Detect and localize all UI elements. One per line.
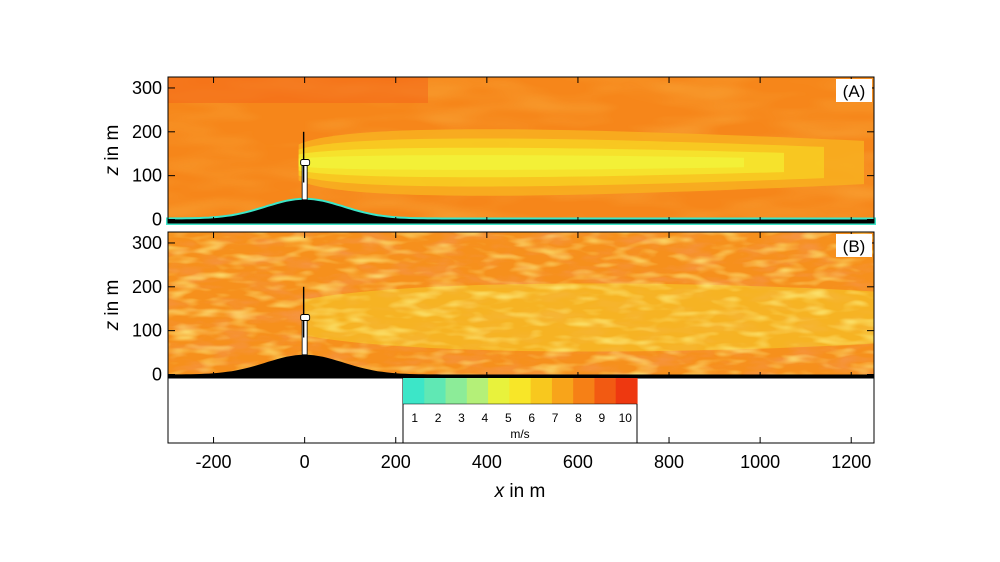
y-tick-label: 100 bbox=[132, 166, 162, 186]
colorbar-tick-label: 6 bbox=[528, 411, 535, 425]
field-texture-light bbox=[168, 232, 874, 378]
hill bbox=[168, 199, 874, 223]
y-axis-label-var: z bbox=[102, 165, 123, 176]
x-tick-label: 1000 bbox=[740, 452, 780, 472]
y-tick-label: 300 bbox=[132, 233, 162, 253]
x-tick-label: 0 bbox=[300, 452, 310, 472]
y-tick-label: 100 bbox=[132, 321, 162, 341]
colorbar: 1 2 3 4 5 6 7 8 9 10 m/s bbox=[402, 377, 638, 444]
colorbar-swatch bbox=[488, 378, 510, 404]
x-axis-label-var: x bbox=[494, 481, 506, 502]
y-tick-label: 300 bbox=[132, 78, 162, 98]
colorbar-tick-label: 4 bbox=[482, 411, 489, 425]
colorbar-swatch bbox=[615, 378, 638, 404]
upper-jet bbox=[168, 77, 428, 103]
colorbar-swatch bbox=[445, 378, 468, 404]
colorbar-tick-label: 2 bbox=[435, 411, 442, 425]
hill bbox=[168, 354, 874, 378]
colorbar-swatch bbox=[573, 378, 596, 404]
panel-a bbox=[166, 77, 876, 225]
x-tick-label: 800 bbox=[654, 452, 684, 472]
y-axis-label-var: z bbox=[102, 320, 123, 331]
panel-b bbox=[168, 232, 875, 378]
wind-turbine bbox=[300, 131, 311, 201]
x-axis-label-rest: in m bbox=[504, 481, 545, 502]
wake-contour bbox=[298, 155, 744, 170]
colorbar-tick-label: 7 bbox=[552, 411, 559, 425]
turbine-tower bbox=[301, 317, 308, 356]
x-tick-label: -200 bbox=[196, 452, 232, 472]
colorbar-tick-label: 3 bbox=[458, 411, 465, 425]
colorbar-swatch bbox=[509, 378, 532, 404]
panel-label: (B) bbox=[843, 237, 866, 256]
y-tick-label: 200 bbox=[132, 122, 162, 142]
colorbar-swatch bbox=[403, 378, 425, 404]
x-tick-label: 200 bbox=[381, 452, 411, 472]
y-tick-label: 200 bbox=[132, 277, 162, 297]
panel-label-box bbox=[836, 79, 872, 102]
colorbar-tick-label: 5 bbox=[505, 411, 512, 425]
colorbar-tick-label: 10 bbox=[619, 411, 633, 425]
panel-label-box bbox=[836, 234, 872, 257]
colorbar-swatch bbox=[594, 378, 617, 404]
y-tick-label: 0 bbox=[152, 364, 162, 384]
y-axis-label: z in m bbox=[102, 125, 123, 177]
colorbar-swatch bbox=[530, 378, 553, 404]
colorbar-swatch bbox=[551, 378, 574, 404]
colorbar-tick-label: 1 bbox=[411, 411, 418, 425]
colorbar-swatch bbox=[424, 378, 447, 404]
y-axis-label-rest: in m bbox=[102, 280, 123, 321]
turbine-nacelle bbox=[300, 159, 311, 166]
y-axis-label-rest: in m bbox=[102, 125, 123, 166]
turbine-tower bbox=[301, 162, 308, 201]
colorbar-swatch bbox=[466, 378, 489, 404]
panel-frame bbox=[167, 76, 875, 224]
x-axis-label: x in m bbox=[494, 481, 546, 502]
x-tick-label: 400 bbox=[472, 452, 502, 472]
colorbar-tick-label: 8 bbox=[575, 411, 582, 425]
x-tick-label: 1200 bbox=[831, 452, 871, 472]
wind-turbine bbox=[300, 286, 311, 356]
panel-label: (A) bbox=[843, 82, 866, 101]
colorbar-unit: m/s bbox=[510, 427, 529, 441]
x-tick-label: 600 bbox=[563, 452, 593, 472]
y-tick-label: 0 bbox=[152, 209, 162, 229]
colorbar-tick-label: 9 bbox=[599, 411, 606, 425]
y-axis-label: z in m bbox=[102, 280, 123, 332]
turbine-nacelle bbox=[300, 314, 311, 321]
